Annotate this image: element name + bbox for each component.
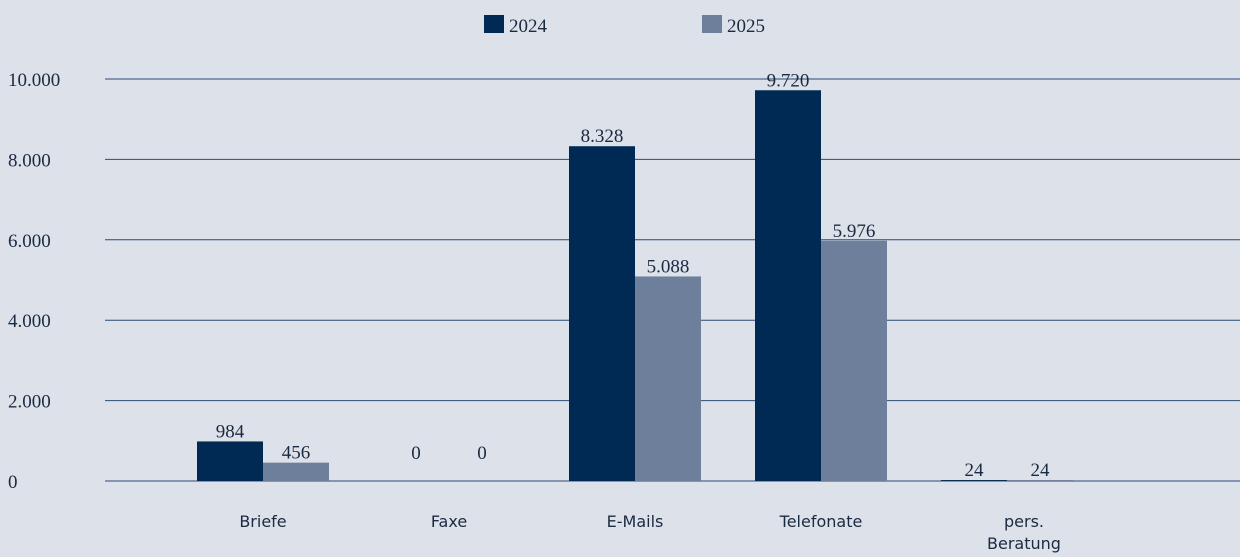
value-label: 5.088 xyxy=(647,256,690,277)
y-tick-label: 8.000 xyxy=(8,150,51,171)
x-tick-label: Faxe xyxy=(430,512,468,531)
value-label: 5.976 xyxy=(833,221,876,242)
bar xyxy=(941,480,1007,481)
bar xyxy=(821,240,887,481)
legend-label: 2024 xyxy=(509,16,548,37)
y-tick-label: 4.000 xyxy=(8,311,51,332)
x-tick-label: E-Mails xyxy=(606,512,664,531)
bar xyxy=(1007,480,1073,481)
x-tick-label: Telefonate xyxy=(779,512,863,531)
value-label: 0 xyxy=(411,443,421,464)
value-label: 0 xyxy=(477,443,487,464)
legend-label: 2025 xyxy=(727,16,765,37)
value-label: 24 xyxy=(965,460,985,481)
value-label: 9.720 xyxy=(767,70,810,91)
y-tick-label: 6.000 xyxy=(8,231,51,252)
y-tick-label: 2.000 xyxy=(8,392,51,413)
legend-swatch xyxy=(702,15,722,33)
bar xyxy=(263,462,329,481)
value-label: 24 xyxy=(1031,460,1051,481)
bar xyxy=(197,441,263,481)
value-label: 8.328 xyxy=(581,126,624,147)
value-label: 984 xyxy=(216,421,245,442)
bar xyxy=(755,90,821,482)
bar xyxy=(569,146,635,481)
x-tick-label: Briefe xyxy=(239,512,287,531)
legend-swatch xyxy=(484,15,504,33)
value-label: 456 xyxy=(282,443,311,464)
y-tick-label: 10.000 xyxy=(8,70,60,91)
y-tick-label: 0 xyxy=(8,472,18,493)
bar xyxy=(635,276,701,481)
x-tick-label: pers. Beratung xyxy=(987,512,1061,553)
